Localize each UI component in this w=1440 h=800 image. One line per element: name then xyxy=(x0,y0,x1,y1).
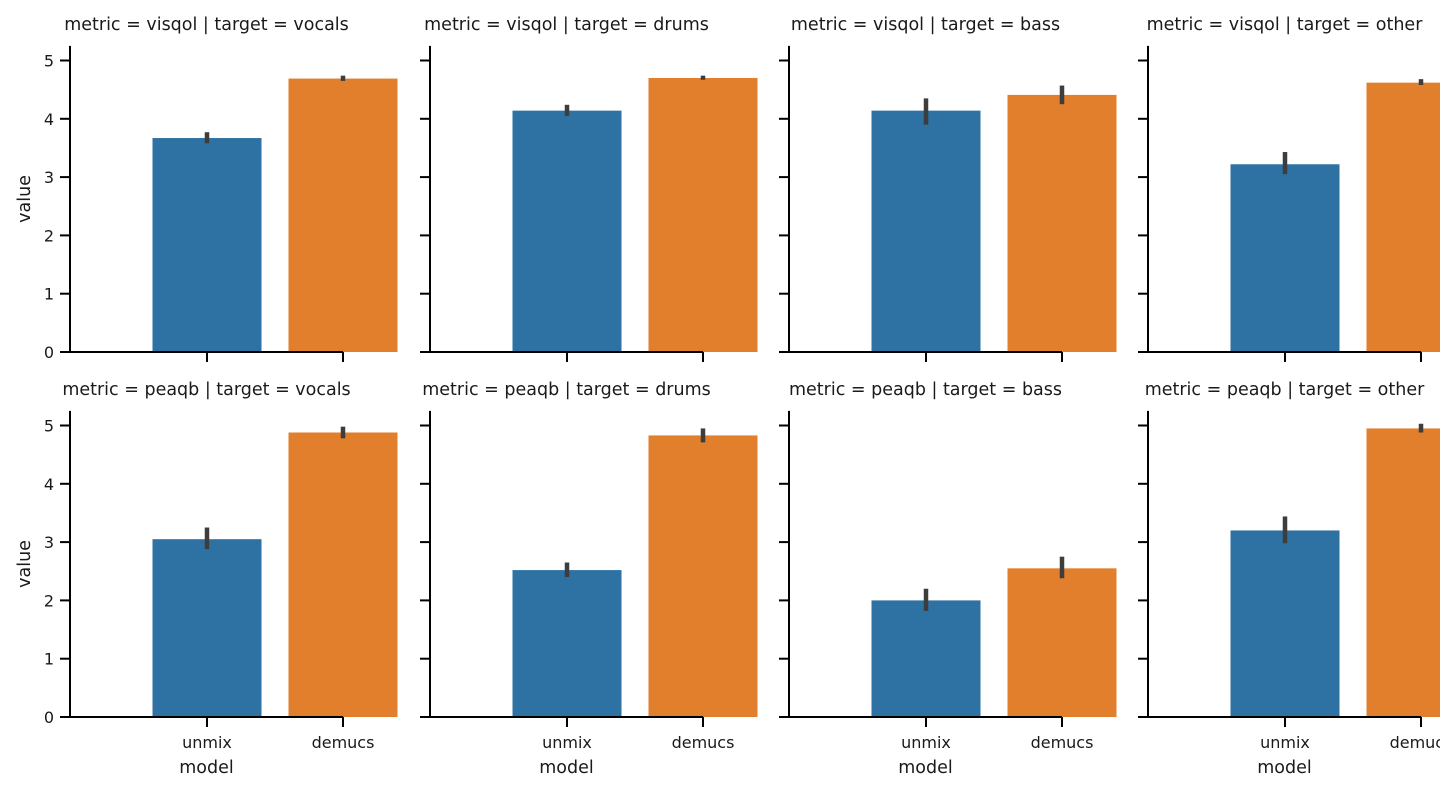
y-tick-label: 3 xyxy=(44,533,54,552)
bar-demucs xyxy=(1007,568,1117,717)
bar-unmix xyxy=(152,138,262,352)
x-tick-label: unmix xyxy=(901,733,951,752)
panel-title: metric = visqol | target = bass xyxy=(791,15,1060,35)
y-tick-label: 5 xyxy=(44,417,54,436)
x-axis-label: model xyxy=(898,758,953,778)
x-tick-label: unmix xyxy=(542,733,592,752)
x-tick-label: demucs xyxy=(1031,733,1094,752)
x-tick-label: unmix xyxy=(182,733,232,752)
bar-unmix xyxy=(512,110,622,352)
panel-title: metric = visqol | target = drums xyxy=(424,15,709,35)
x-tick-label: demucs xyxy=(1390,733,1440,752)
panel-title: metric = peaqb | target = bass xyxy=(789,380,1062,400)
y-axis-label: value xyxy=(15,540,35,588)
y-tick-label: 4 xyxy=(44,475,54,494)
bar-demucs xyxy=(1366,428,1440,717)
bar-demucs xyxy=(1366,82,1440,353)
bar-unmix xyxy=(1230,530,1340,717)
y-tick-label: 2 xyxy=(44,591,54,610)
y-tick-label: 0 xyxy=(44,343,54,362)
x-axis-label: model xyxy=(539,758,594,778)
panel-title: metric = peaqb | target = vocals xyxy=(62,380,350,400)
panel-title: metric = visqol | target = vocals xyxy=(64,15,349,35)
y-tick-label: 4 xyxy=(44,110,54,129)
bar-demucs xyxy=(288,432,398,717)
bar-unmix xyxy=(1230,164,1340,352)
bar-demucs xyxy=(648,77,758,353)
x-axis-label: model xyxy=(1257,758,1312,778)
bar-unmix xyxy=(871,600,981,717)
bar-unmix xyxy=(512,570,622,717)
y-tick-label: 2 xyxy=(44,226,54,245)
bar-demucs xyxy=(1007,94,1117,352)
bar-unmix xyxy=(871,110,981,352)
bar-unmix xyxy=(152,539,262,717)
panel-title: metric = peaqb | target = drums xyxy=(422,380,711,400)
y-tick-label: 0 xyxy=(44,708,54,727)
x-tick-label: demucs xyxy=(672,733,735,752)
bar-demucs xyxy=(648,435,758,717)
y-tick-label: 1 xyxy=(44,650,54,669)
x-tick-label: demucs xyxy=(312,733,375,752)
y-tick-label: 1 xyxy=(44,285,54,304)
x-tick-label: unmix xyxy=(1260,733,1310,752)
y-axis-label: value xyxy=(15,175,35,223)
panel-title: metric = peaqb | target = other xyxy=(1145,380,1425,400)
y-tick-label: 5 xyxy=(44,52,54,71)
bar-demucs xyxy=(288,78,398,352)
x-axis-label: model xyxy=(179,758,234,778)
panel-title: metric = visqol | target = other xyxy=(1147,15,1424,35)
y-tick-label: 3 xyxy=(44,168,54,187)
